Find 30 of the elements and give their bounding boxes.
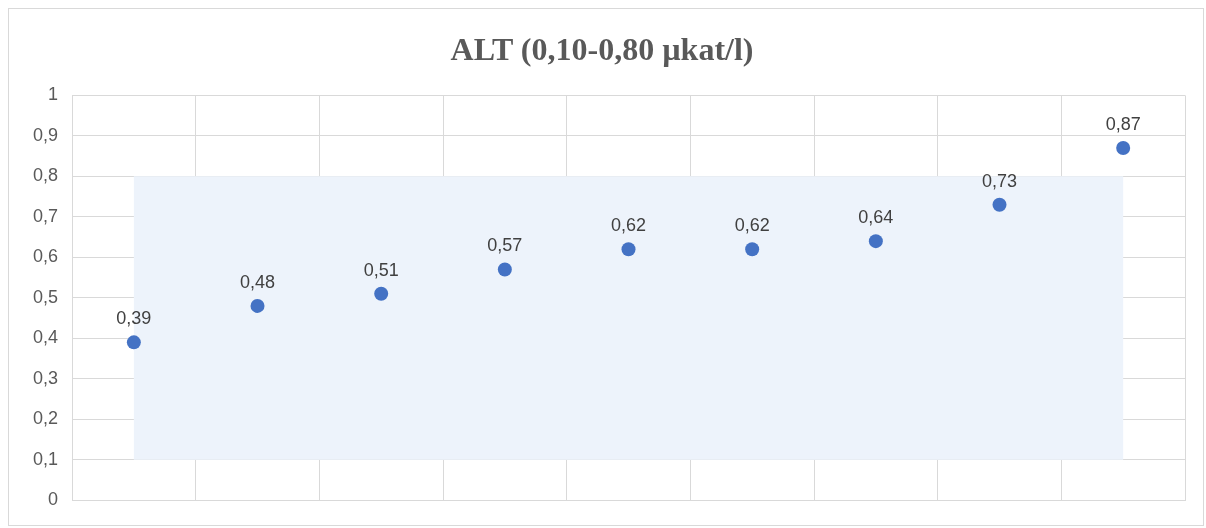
data-label: 0,87 — [1105, 113, 1141, 134]
y-tick-label: 0,3 — [32, 367, 59, 388]
point — [992, 197, 1007, 212]
y-tick-label: 0,6 — [32, 246, 59, 267]
point — [250, 298, 265, 313]
y-tick-label: 0,1 — [32, 448, 59, 469]
data-label: 0,64 — [858, 207, 894, 228]
y-tick-label: 0,9 — [32, 124, 59, 145]
point — [497, 262, 512, 277]
y-tick-label: 0,4 — [32, 327, 59, 348]
y-tick-label: 0 — [48, 489, 59, 510]
data-label: 0,62 — [734, 215, 770, 236]
point — [126, 335, 141, 350]
chart-title: ALT (0,10-0,80 µkat/l) — [450, 31, 754, 68]
data-label: 0,48 — [240, 271, 276, 292]
point — [745, 242, 760, 257]
y-tick-label: 0,8 — [32, 165, 59, 186]
data-label: 0,39 — [116, 308, 152, 329]
y-tick-label: 0,7 — [32, 205, 59, 226]
y-tick-label: 1 — [48, 84, 59, 105]
point — [868, 234, 883, 249]
data-label: 0,51 — [363, 259, 399, 280]
point — [1116, 141, 1131, 156]
data-label: 0,62 — [610, 215, 647, 236]
data-label: 0,57 — [487, 235, 523, 256]
y-tick-label: 0,5 — [32, 286, 59, 307]
data-label: 0,73 — [981, 170, 1018, 191]
point — [374, 286, 389, 301]
point — [621, 242, 636, 257]
y-tick-label: 0,2 — [32, 408, 59, 429]
